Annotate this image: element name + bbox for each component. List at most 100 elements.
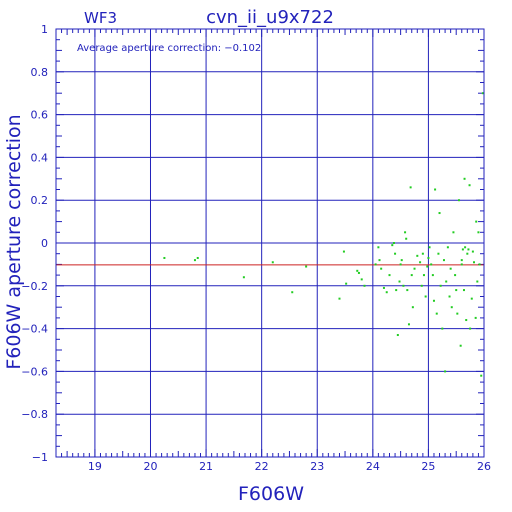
data-point: [457, 199, 460, 202]
data-point: [467, 248, 470, 251]
data-point: [398, 280, 401, 283]
data-point: [461, 248, 464, 251]
data-point: [356, 269, 359, 272]
data-point: [291, 291, 294, 294]
x-tick-label: 25: [421, 460, 435, 473]
data-point: [438, 212, 441, 215]
data-point: [419, 261, 422, 264]
data-point: [426, 265, 429, 268]
data-point: [454, 274, 457, 277]
data-point: [427, 256, 430, 259]
data-point: [430, 263, 433, 266]
data-point: [432, 299, 435, 302]
data-point: [456, 312, 459, 315]
data-point: [448, 295, 451, 298]
data-point: [411, 306, 414, 309]
y-tick-label: −1: [32, 451, 48, 464]
x-tick-labels: 19 20 21 22 23 24 25 26: [88, 460, 491, 473]
data-point: [242, 276, 245, 279]
data-point: [464, 246, 467, 249]
data-point: [406, 289, 409, 292]
data-point: [431, 274, 434, 277]
data-point: [437, 252, 440, 255]
data-point: [481, 92, 484, 95]
data-point: [470, 297, 473, 300]
data-point: [428, 246, 431, 249]
data-point: [475, 220, 478, 223]
data-point: [196, 256, 199, 259]
data-point: [271, 261, 274, 264]
data-point: [462, 289, 465, 292]
y-tick-label: −0.4: [21, 323, 48, 336]
data-point: [385, 291, 388, 294]
data-point: [388, 274, 391, 277]
data-point: [424, 295, 427, 298]
data-point: [434, 188, 437, 191]
data-point: [391, 244, 394, 247]
data-point: [405, 237, 408, 240]
data-point: [193, 259, 196, 262]
data-point: [474, 316, 477, 319]
data-point: [477, 231, 480, 234]
data-point: [345, 282, 348, 285]
data-point: [469, 327, 472, 330]
plot-frame: [55, 28, 485, 458]
x-tick-label: 20: [143, 460, 157, 473]
data-point: [480, 374, 483, 377]
x-tick-label: 23: [310, 460, 324, 473]
data-point: [442, 259, 445, 262]
data-point: [392, 242, 395, 244]
data-point: [463, 177, 466, 180]
data-point: [476, 280, 479, 283]
data-point: [435, 312, 438, 315]
y-tick-label: 1: [41, 23, 48, 36]
data-point: [471, 250, 474, 253]
data-point: [444, 370, 447, 373]
data-point: [380, 267, 383, 270]
data-point: [466, 252, 469, 255]
data-point: [305, 265, 308, 268]
data-point: [439, 284, 442, 287]
x-tick-label: 22: [255, 460, 269, 473]
data-point: [357, 271, 360, 274]
data-point: [460, 263, 463, 266]
instrument-label: WF3: [84, 9, 117, 27]
data-point: [445, 280, 448, 283]
x-tick-label: 24: [366, 460, 380, 473]
x-tick-label: 19: [88, 460, 102, 473]
y-tick-label: 0: [41, 237, 48, 250]
data-point: [396, 334, 399, 337]
data-point: [394, 252, 397, 255]
x-tick-label: 26: [477, 460, 491, 473]
axis-ticks: [55, 28, 485, 458]
x-axis-title: F606W: [238, 483, 304, 505]
y-tick-label: 0.6: [31, 109, 49, 122]
data-points: [163, 92, 484, 377]
data-point: [449, 267, 452, 270]
data-point: [404, 231, 407, 234]
y-tick-label: −0.6: [21, 365, 48, 378]
data-point: [374, 263, 377, 266]
data-point: [459, 344, 462, 347]
data-point: [163, 256, 166, 259]
data-point: [460, 259, 463, 262]
data-point: [446, 246, 449, 249]
data-point: [452, 231, 455, 234]
data-point: [413, 267, 416, 270]
data-point: [360, 278, 363, 281]
data-point: [395, 289, 398, 292]
data-point: [338, 297, 341, 300]
data-point: [420, 284, 423, 287]
grid: [56, 28, 485, 458]
y-tick-label: −0.2: [21, 280, 48, 293]
x-tick-label: 21: [199, 460, 213, 473]
y-tick-label: 0.2: [31, 194, 49, 207]
data-point: [363, 284, 366, 287]
data-point: [422, 274, 425, 277]
y-tick-label: 0.4: [31, 151, 49, 164]
data-point: [450, 306, 453, 309]
data-point: [421, 252, 424, 255]
data-point: [455, 289, 458, 292]
data-point: [402, 284, 405, 287]
